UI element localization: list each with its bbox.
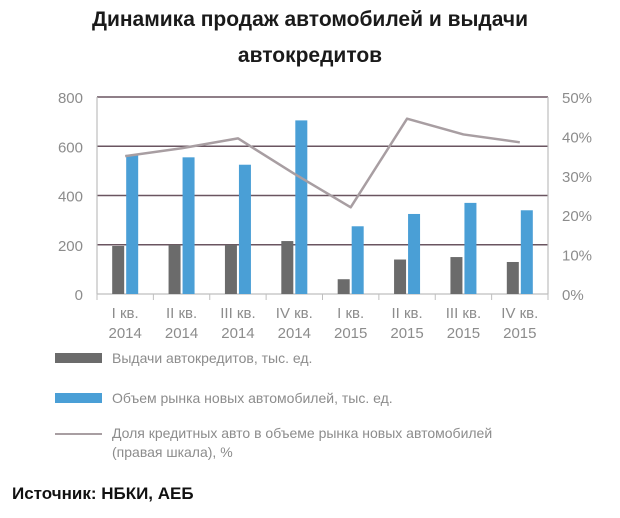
y-right-tick-label: 50% — [562, 90, 592, 107]
bar-market — [464, 202, 477, 294]
y-left-tick-label: 400 — [58, 189, 83, 206]
y-left-tick-label: 800 — [58, 90, 83, 107]
legend-label-loans: Выдачи автокредитов, тыс. ед. — [112, 350, 313, 366]
line-credit-share — [125, 117, 520, 209]
x-tick-label-quarter: II кв. — [391, 305, 422, 322]
legend-label-share-line2: (правая шкала), % — [112, 444, 233, 460]
bar-market — [408, 213, 421, 294]
y-right-tick-label: 40% — [562, 129, 592, 146]
x-tick-label-year: 2014 — [109, 325, 142, 342]
x-tick-label-year: 2015 — [390, 325, 423, 342]
y-right-tick-label: 30% — [562, 169, 592, 186]
x-tick-label-quarter: III кв. — [446, 305, 481, 322]
y-right-tick-label: 20% — [562, 208, 592, 225]
x-tick-label-quarter: III кв. — [220, 305, 255, 322]
x-tick-label-quarter: IV кв. — [276, 305, 313, 322]
bar-loans — [337, 279, 350, 294]
bar-loans — [224, 244, 237, 294]
x-tick-label-year: 2014 — [221, 325, 254, 342]
source-note: Источник: НБКИ, АЕБ — [12, 484, 194, 503]
x-tick-label-year: 2014 — [278, 325, 311, 342]
bar-market — [295, 120, 308, 294]
legend-swatch-market — [55, 393, 102, 403]
bar-market — [126, 154, 139, 294]
bar-loans — [394, 259, 407, 294]
y-left-tick-label: 200 — [58, 238, 83, 255]
bar-loans — [281, 241, 294, 294]
y-left-tick-label: 600 — [58, 139, 83, 156]
legend-label-market: Объем рынка новых автомобилей, тыс. ед. — [112, 390, 393, 406]
bar-loans — [168, 244, 181, 294]
x-tick-label-quarter: I кв. — [112, 305, 139, 322]
bar-loans — [506, 261, 519, 294]
y-right-tick-label: 10% — [562, 248, 592, 265]
bar-loans — [450, 257, 463, 294]
y-left-tick-label: 0 — [75, 287, 83, 304]
bar-market — [238, 164, 251, 294]
chart-title-line-1: Динамика продаж автомобилей и выдачи — [92, 8, 528, 31]
bar-market — [520, 210, 533, 294]
chart-title-line-2: автокредитов — [237, 44, 383, 67]
legend-label-share-line1: Доля кредитных авто в объеме рынка новых… — [112, 425, 493, 441]
bar-market — [351, 226, 364, 294]
bar-loans — [112, 245, 125, 294]
x-tick-label-year: 2015 — [447, 325, 480, 342]
legend-swatch-share — [55, 433, 102, 435]
legend-swatch-loans — [55, 353, 102, 363]
x-tick-label-quarter: II кв. — [166, 305, 197, 322]
bar-market — [182, 157, 195, 294]
y-right-tick-label: 0% — [562, 287, 584, 304]
x-tick-label-quarter: IV кв. — [501, 305, 538, 322]
x-tick-label-year: 2014 — [165, 325, 198, 342]
x-tick-label-quarter: I кв. — [337, 305, 364, 322]
x-tick-label-year: 2015 — [503, 325, 536, 342]
combo-chart: 0 200 400 600 800 0% 10% 20% 30% 40% 50% I кв. 2014 I… — [58, 90, 592, 342]
x-tick-label-year: 2015 — [334, 325, 367, 342]
